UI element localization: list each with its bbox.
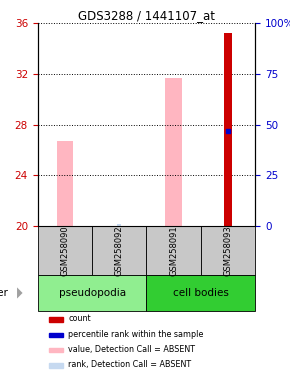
Bar <box>49 363 63 368</box>
Text: cell bodies: cell bodies <box>173 288 229 298</box>
Bar <box>201 226 255 275</box>
Bar <box>166 78 182 226</box>
Bar <box>57 141 73 226</box>
Bar <box>117 224 121 226</box>
Polygon shape <box>17 287 23 298</box>
Bar <box>49 348 63 353</box>
Text: rank, Detection Call = ABSENT: rank, Detection Call = ABSENT <box>68 360 191 369</box>
Bar <box>38 226 92 275</box>
Text: GSM258092: GSM258092 <box>115 225 124 276</box>
Bar <box>38 275 146 311</box>
Text: GSM258093: GSM258093 <box>224 225 233 276</box>
Title: GDS3288 / 1441107_at: GDS3288 / 1441107_at <box>78 9 215 22</box>
Text: percentile rank within the sample: percentile rank within the sample <box>68 329 204 339</box>
Text: pseudopodia: pseudopodia <box>59 288 126 298</box>
Bar <box>49 317 63 321</box>
Text: GSM258091: GSM258091 <box>169 225 178 276</box>
Text: value, Detection Call = ABSENT: value, Detection Call = ABSENT <box>68 345 195 354</box>
Bar <box>146 226 201 275</box>
Text: count: count <box>68 314 91 323</box>
Bar <box>146 275 255 311</box>
Bar <box>49 333 63 337</box>
Bar <box>92 226 146 275</box>
Bar <box>224 33 232 226</box>
Text: other: other <box>0 288 8 298</box>
Text: GSM258090: GSM258090 <box>60 225 69 276</box>
